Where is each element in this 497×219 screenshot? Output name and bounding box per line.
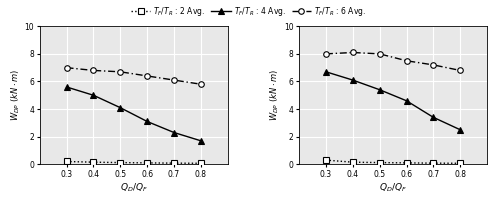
Legend: $T_F/T_R$ : 2 Avg., $T_F/T_R$ : 4 Avg., $T_F/T_R$ : 6 Avg.: $T_F/T_R$ : 2 Avg., $T_F/T_R$ : 4 Avg., … [128,2,369,21]
X-axis label: $Q_D/Q_F$: $Q_D/Q_F$ [120,182,148,194]
X-axis label: $Q_D/Q_F$: $Q_D/Q_F$ [379,182,407,194]
Y-axis label: $W_{DP}$ $(kN \cdot m)$: $W_{DP}$ $(kN \cdot m)$ [9,69,22,121]
Y-axis label: $W_{DP}$ $(kN \cdot m)$: $W_{DP}$ $(kN \cdot m)$ [269,69,281,121]
